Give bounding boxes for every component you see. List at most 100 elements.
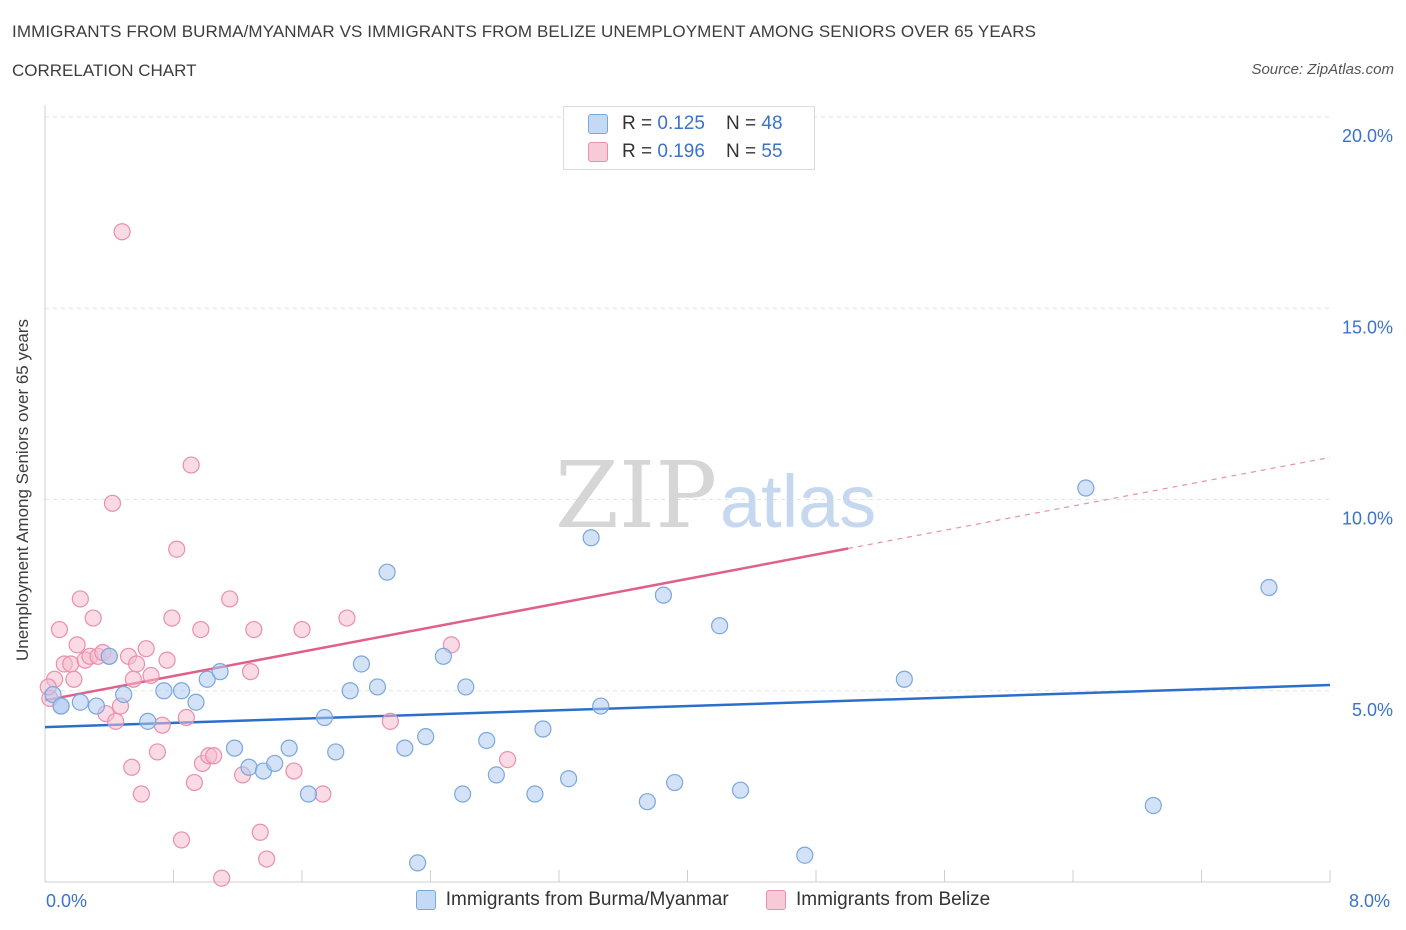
data-point-burma <box>155 682 173 700</box>
legend-swatch-pink <box>588 141 608 162</box>
data-point-belize <box>381 712 399 730</box>
legend-label-belize: Immigrants from Belize <box>795 889 991 910</box>
data-point-belize <box>127 655 146 673</box>
y-axis-label: Unemployment Among Seniors over 65 years <box>13 318 32 662</box>
trend-line-extension <box>848 456 1331 550</box>
data-point-belize <box>50 620 69 639</box>
data-point-belize <box>338 609 356 627</box>
legend-item-belize[interactable]: Immigrants from Belize <box>765 889 991 911</box>
data-point-belize <box>245 620 263 639</box>
data-point-belize <box>103 494 122 512</box>
data-point-belize <box>123 758 141 776</box>
data-point-burma <box>115 685 133 704</box>
data-point-burma <box>478 731 496 750</box>
legend-r-label: R = <box>622 113 658 134</box>
data-point-belize <box>168 540 186 558</box>
data-point-burma <box>534 720 552 738</box>
data-point-burma <box>315 708 334 727</box>
data-point-belize <box>142 666 160 685</box>
data-point-burma <box>796 846 814 864</box>
legend-row-burma: R = 0.125 N = 48 <box>588 113 783 137</box>
data-point-burma <box>396 739 414 757</box>
watermark: ZIP atlas <box>555 442 876 549</box>
data-point-burma <box>487 766 505 784</box>
data-point-belize <box>314 785 332 803</box>
data-point-belize <box>177 708 195 727</box>
data-point-burma <box>280 739 298 757</box>
y-tick-labels: 5.0% 10.0% 15.0% 20.0% <box>1342 126 1393 720</box>
legend-n-label: N = <box>726 141 762 162</box>
data-point-belize <box>68 636 86 654</box>
data-point-burma <box>592 697 610 715</box>
data-point-belize <box>65 670 83 688</box>
trend-lines <box>44 456 1331 729</box>
y-tick-label: 20.0% <box>1342 126 1393 146</box>
data-point-burma <box>172 682 191 700</box>
data-point-burma <box>87 697 106 715</box>
series-burma-points <box>44 479 1278 872</box>
data-point-burma <box>434 647 452 665</box>
data-point-belize <box>84 609 102 627</box>
data-point-belize <box>258 850 276 868</box>
data-point-burma <box>352 655 371 673</box>
series-legend: Immigrants from Burma/Myanmar Immigrants… <box>0 889 1406 911</box>
data-point-burma <box>225 739 244 757</box>
legend-label-burma: Immigrants from Burma/Myanmar <box>445 889 729 910</box>
data-point-burma <box>654 586 673 604</box>
data-point-belize <box>153 716 171 734</box>
trend-line-belize <box>44 547 849 702</box>
data-point-belize <box>148 743 167 761</box>
gridlines <box>45 116 1330 692</box>
data-point-belize <box>158 651 176 669</box>
data-point-burma <box>560 770 578 788</box>
data-point-belize <box>285 762 303 780</box>
legend-swatch-blue <box>588 113 608 134</box>
data-point-burma <box>187 693 205 711</box>
data-point-burma <box>266 754 284 773</box>
data-point-burma <box>368 678 387 696</box>
data-point-burma <box>100 647 118 665</box>
x-tick-label-min: 0.0% <box>46 891 88 911</box>
data-point-belize <box>113 223 131 241</box>
data-point-burma <box>52 697 70 715</box>
data-point-burma <box>417 728 435 746</box>
chart-title: IMMIGRANTS FROM BURMA/MYANMAR VS IMMIGRA… <box>12 22 1037 41</box>
axes <box>44 105 1331 883</box>
data-point-belize <box>185 773 203 792</box>
watermark-atlas: atlas <box>720 460 876 543</box>
data-point-belize <box>213 869 231 887</box>
data-point-belize <box>182 456 200 474</box>
data-point-burma <box>198 670 216 688</box>
legend-n-value-belize: 55 <box>761 141 783 162</box>
y-tick-label: 5.0% <box>1352 700 1393 720</box>
data-point-burma <box>378 563 396 581</box>
data-point-burma <box>666 773 684 792</box>
data-point-burma <box>711 617 729 635</box>
data-point-belize <box>242 663 260 681</box>
data-point-burma <box>454 785 472 803</box>
source-credit: Source: ZipAtlas.com <box>1251 61 1394 78</box>
data-point-belize <box>293 620 311 639</box>
data-point-belize <box>499 750 517 769</box>
legend-r-label: R = <box>622 141 658 162</box>
data-point-burma <box>211 663 229 681</box>
data-point-burma <box>71 693 89 711</box>
legend-n-value-burma: 48 <box>761 113 783 134</box>
data-point-burma <box>526 785 544 803</box>
data-point-belize <box>71 590 89 608</box>
data-point-burma <box>1144 796 1162 815</box>
data-point-burma <box>341 682 359 700</box>
data-point-burma <box>409 854 427 872</box>
data-point-belize <box>221 590 239 608</box>
legend-r-value-belize: 0.196 <box>657 141 705 162</box>
legend-item-burma[interactable]: Immigrants from Burma/Myanmar <box>415 889 729 911</box>
trend-line-burma <box>44 683 1331 729</box>
watermark-zip: ZIP <box>555 442 717 549</box>
data-point-burma <box>1260 578 1278 597</box>
y-tick-label: 10.0% <box>1342 509 1393 529</box>
y-tick-label: 15.0% <box>1342 317 1393 337</box>
legend-n-label: N = <box>726 113 762 134</box>
legend-row-belize: R = 0.196 N = 55 <box>588 141 783 165</box>
data-point-belize <box>137 640 155 658</box>
